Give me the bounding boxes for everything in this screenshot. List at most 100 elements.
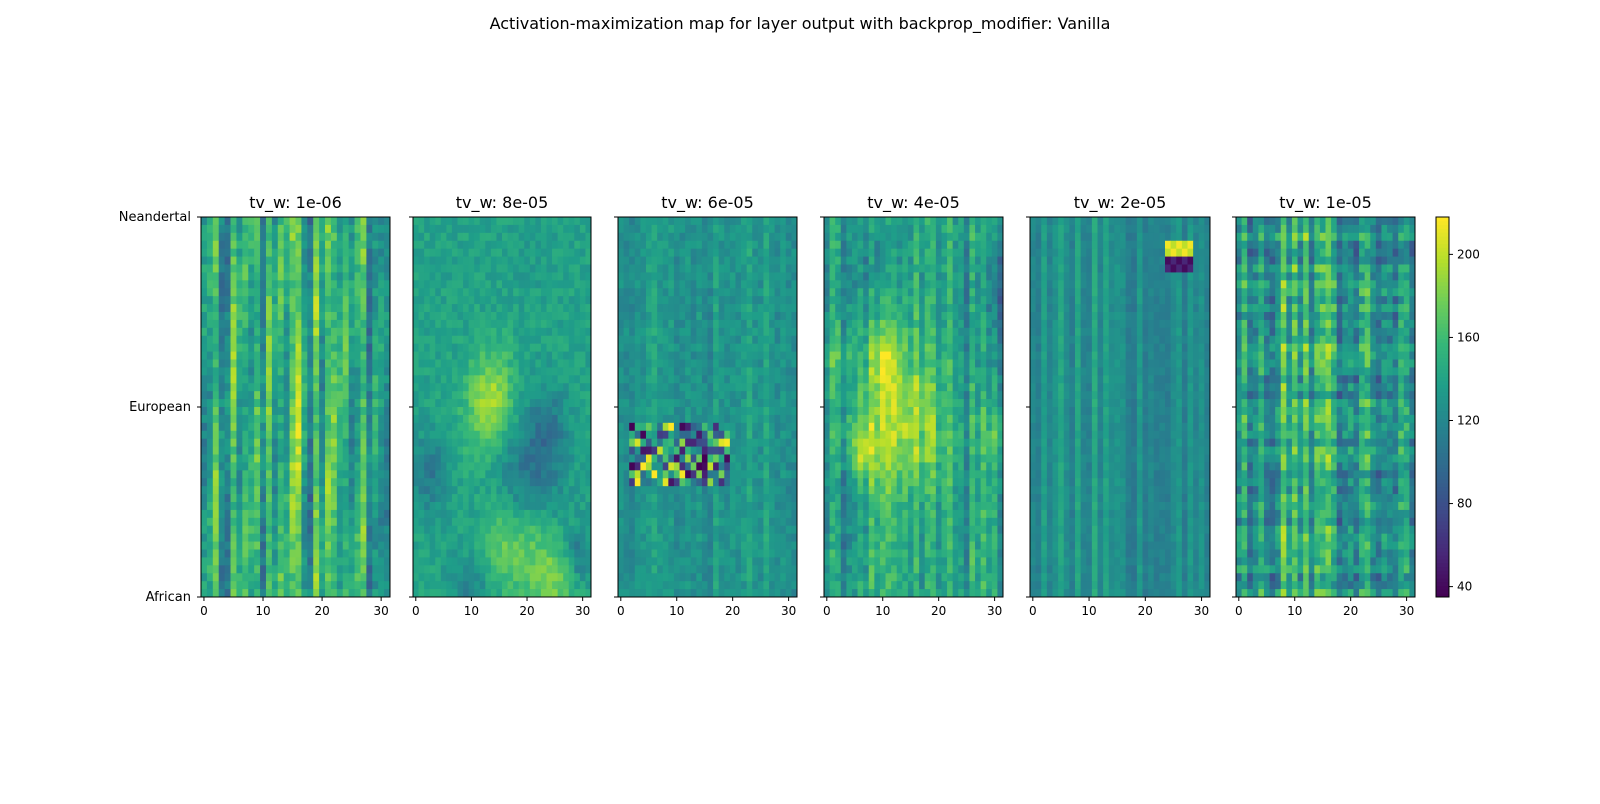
heatmap-cell: [290, 542, 296, 550]
heatmap-cell: [219, 526, 225, 534]
heatmap-cell: [763, 542, 769, 550]
heatmap-cell: [824, 272, 830, 280]
heatmap-cell: [708, 581, 714, 589]
heatmap-cell: [780, 550, 786, 558]
heatmap-cell: [384, 217, 390, 225]
heatmap-cell: [691, 478, 697, 486]
heatmap-cell: [513, 455, 519, 463]
heatmap-cell: [535, 241, 541, 249]
heatmap-cell: [231, 383, 237, 391]
heatmap-cell: [260, 225, 266, 233]
heatmap-cell: [841, 225, 847, 233]
heatmap-cell: [225, 320, 231, 328]
heatmap-cell: [496, 241, 502, 249]
heatmap-cell: [763, 217, 769, 225]
heatmap-cell: [530, 328, 536, 336]
heatmap-cell: [629, 486, 635, 494]
heatmap-cell: [569, 304, 575, 312]
heatmap-cell: [236, 573, 242, 581]
heatmap-cell: [769, 265, 775, 273]
heatmap-cell: [307, 407, 313, 415]
heatmap-cell: [724, 573, 730, 581]
heatmap-cell: [435, 391, 441, 399]
heatmap-cell: [763, 344, 769, 352]
heatmap-cell: [343, 510, 349, 518]
heatmap-cell: [424, 344, 430, 352]
heatmap-cell: [360, 534, 366, 542]
heatmap-cell: [735, 280, 741, 288]
heatmap-cell: [360, 565, 366, 573]
heatmap-cell: [266, 550, 272, 558]
heatmap-cell: [301, 542, 307, 550]
heatmap-cell: [319, 304, 325, 312]
heatmap-cell: [355, 336, 361, 344]
heatmap-cell: [724, 518, 730, 526]
heatmap-cell: [278, 494, 284, 502]
heatmap-cell: [219, 288, 225, 296]
heatmap-cell: [558, 225, 564, 233]
heatmap-cell: [307, 352, 313, 360]
heatmap-cell: [702, 352, 708, 360]
heatmap-cell: [657, 241, 663, 249]
heatmap-cell: [485, 502, 491, 510]
heatmap-cell: [378, 383, 384, 391]
heatmap-cell: [747, 225, 753, 233]
heatmap-cell: [724, 233, 730, 241]
heatmap-cell: [213, 336, 219, 344]
heatmap-cell: [502, 257, 508, 265]
heatmap-cell: [763, 241, 769, 249]
heatmap-cell: [858, 296, 864, 304]
heatmap-cell: [541, 573, 547, 581]
heatmap-cell: [668, 360, 674, 368]
heatmap-cell: [902, 249, 908, 257]
heatmap-cell: [435, 510, 441, 518]
heatmap-cell: [290, 407, 296, 415]
heatmap-cell: [337, 280, 343, 288]
heatmap-cell: [663, 217, 669, 225]
heatmap-cell: [378, 462, 384, 470]
heatmap-cell: [702, 241, 708, 249]
heatmap-cell: [284, 241, 290, 249]
heatmap-cell: [763, 565, 769, 573]
heatmap-cell: [301, 534, 307, 542]
heatmap-cell: [337, 502, 343, 510]
heatmap-cell: [343, 328, 349, 336]
heatmap-cell: [552, 391, 558, 399]
heatmap-cell: [430, 265, 436, 273]
heatmap-cell: [366, 320, 372, 328]
heatmap-cell: [846, 272, 852, 280]
heatmap-cell: [313, 391, 319, 399]
heatmap-cell: [349, 272, 355, 280]
heatmap-cell: [207, 265, 213, 273]
heatmap-cell: [301, 360, 307, 368]
heatmap-cell: [640, 581, 646, 589]
heatmap-cell: [769, 518, 775, 526]
heatmap-cell: [337, 344, 343, 352]
heatmap-cell: [547, 399, 553, 407]
heatmap-cell: [296, 431, 302, 439]
heatmap-cell: [930, 233, 936, 241]
heatmap-cell: [574, 407, 580, 415]
heatmap-cell: [635, 241, 641, 249]
heatmap-cell: [713, 360, 719, 368]
heatmap-cell: [355, 217, 361, 225]
heatmap-cell: [325, 344, 331, 352]
heatmap-cell: [535, 573, 541, 581]
heatmap-cell: [691, 407, 697, 415]
heatmap-cell: [343, 494, 349, 502]
heatmap-cell: [769, 565, 775, 573]
heatmap-cell: [902, 280, 908, 288]
heatmap-cell: [366, 249, 372, 257]
heatmap-cell: [343, 391, 349, 399]
heatmap-cell: [435, 367, 441, 375]
heatmap-cell: [663, 526, 669, 534]
heatmap-cell: [696, 360, 702, 368]
heatmap-cell: [652, 518, 658, 526]
heatmap-cell: [724, 502, 730, 510]
heatmap-cell: [458, 581, 464, 589]
heatmap-cell: [775, 352, 781, 360]
heatmap-cell: [563, 502, 569, 510]
heatmap-cell: [413, 439, 419, 447]
heatmap-cell: [652, 233, 658, 241]
heatmap-cell: [780, 249, 786, 257]
